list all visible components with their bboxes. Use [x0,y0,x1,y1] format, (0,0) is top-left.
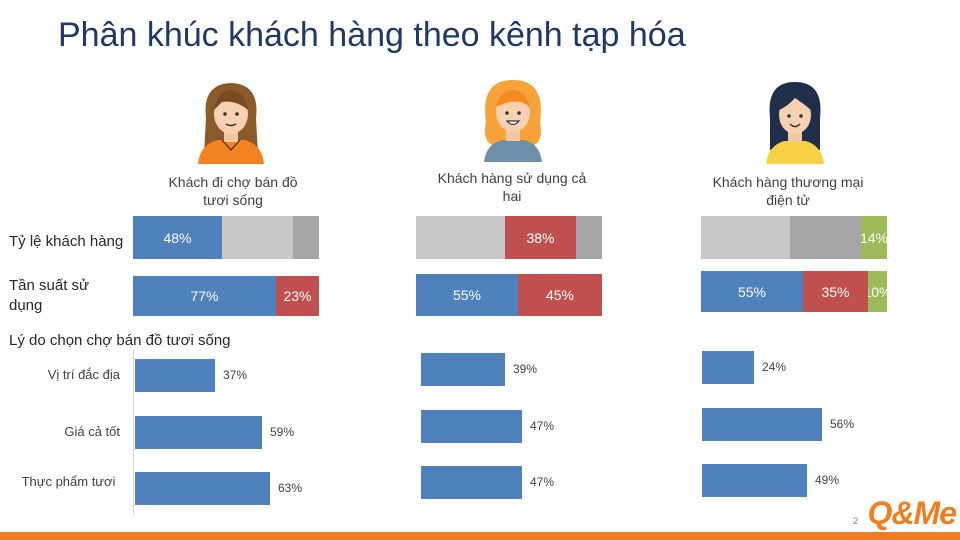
frequency-bar-segment-label: 23% [283,288,312,304]
share-bar-segment-label: 38% [526,229,555,246]
frequency-bar-segment-label: 55% [452,287,482,303]
persona-label-market: Khách đi chợ bán đồ tươi sống [168,174,298,208]
reason-bar-label: 24% [762,360,787,374]
page-number: 2 [852,516,858,526]
share-bar-segment [416,216,505,259]
frequency-bar-market: 77% 23% [133,276,319,316]
reason-label-fresh: Thực phẩm tươi [21,474,116,489]
frequency-bar-segment-label: 45% [545,287,575,303]
share-bar-segment: 48% [133,216,222,259]
reason-label-price: Giá cả tốt [64,424,120,439]
share-bar-market: 48% [133,216,319,259]
reason-bar [702,408,822,441]
reason-bar-label: 59% [270,425,295,439]
woman-blonde-hair-icon [484,80,542,162]
footer-bar [0,532,960,540]
share-bar-segment: 14% [861,216,887,259]
frequency-bar-segment: 23% [276,276,319,316]
share-bar-segment [293,216,319,259]
reasons-chart-ecommerce: 24% 56% 49% [702,342,942,508]
frequency-bar-segment-label: 10% [868,283,887,300]
share-bar-segment-label: 48% [163,229,192,246]
reason-bar-label: 63% [278,481,303,495]
reasons-chart-both: 39% 47% 47% [421,344,661,510]
share-bar-segment: 38% [505,216,576,259]
share-bar-segment [222,216,293,259]
frequency-bar-segment-label: 77% [190,288,219,304]
reason-bar-label: 39% [513,362,538,376]
row-label-frequency: Tần suất sử dụng [9,277,90,314]
qme-logo: Q&Me [867,495,957,531]
frequency-bar-ecommerce: 55% 35% 10% [701,271,887,312]
reason-bar-label: 37% [223,368,248,382]
persona-label-ecommerce: Khách hàng thương mại điện tử [712,174,864,208]
reason-bar-label: 49% [815,473,840,487]
persona-label-both: Khách hàng sử dụng cả hai [437,170,587,204]
frequency-bar-segment: 10% [868,271,887,312]
share-bar-segment [701,216,790,259]
row-label-reasons: Lý do chọn chợ bán đồ tươi sống [9,332,231,349]
share-bar-segment-label: 14% [861,229,887,246]
share-bar-both: 38% [416,216,602,259]
reason-bar [702,464,807,497]
page-title: Phân khúc khách hàng theo kênh tạp hóa [58,16,686,54]
row-label-share: Tỷ lệ khách hàng [9,233,124,250]
reason-bar [135,416,262,449]
woman-black-hair-icon [766,82,824,164]
reason-bar [135,359,215,392]
reason-bar [702,351,754,384]
reason-bar [421,466,522,499]
reason-bar [421,410,522,443]
reasons-chart-market: 37% 59% 63% [135,350,375,516]
frequency-bar-segment: 55% [416,274,518,316]
frequency-bar-both: 55% 45% [416,274,602,316]
frequency-bar-segment-label: 55% [737,283,767,300]
share-bar-ecommerce: 14% [701,216,887,259]
reason-bar [421,353,505,386]
reason-label-location: Vị trí đắc địa [47,367,120,382]
share-bar-segment [576,216,602,259]
frequency-bar-segment: 45% [518,274,602,316]
frequency-bar-segment: 77% [133,276,276,316]
woman-brown-hair-icon [198,83,264,164]
reason-bar-label: 47% [530,419,555,433]
reason-bar [135,472,270,505]
reason-bar-label: 47% [530,475,555,489]
frequency-bar-segment: 55% [701,271,803,312]
frequency-bar-segment: 35% [803,271,868,312]
reason-bar-label: 56% [830,417,855,431]
frequency-bar-segment-label: 35% [821,283,850,300]
reasons-axis-market [133,350,134,516]
share-bar-segment [790,216,861,259]
